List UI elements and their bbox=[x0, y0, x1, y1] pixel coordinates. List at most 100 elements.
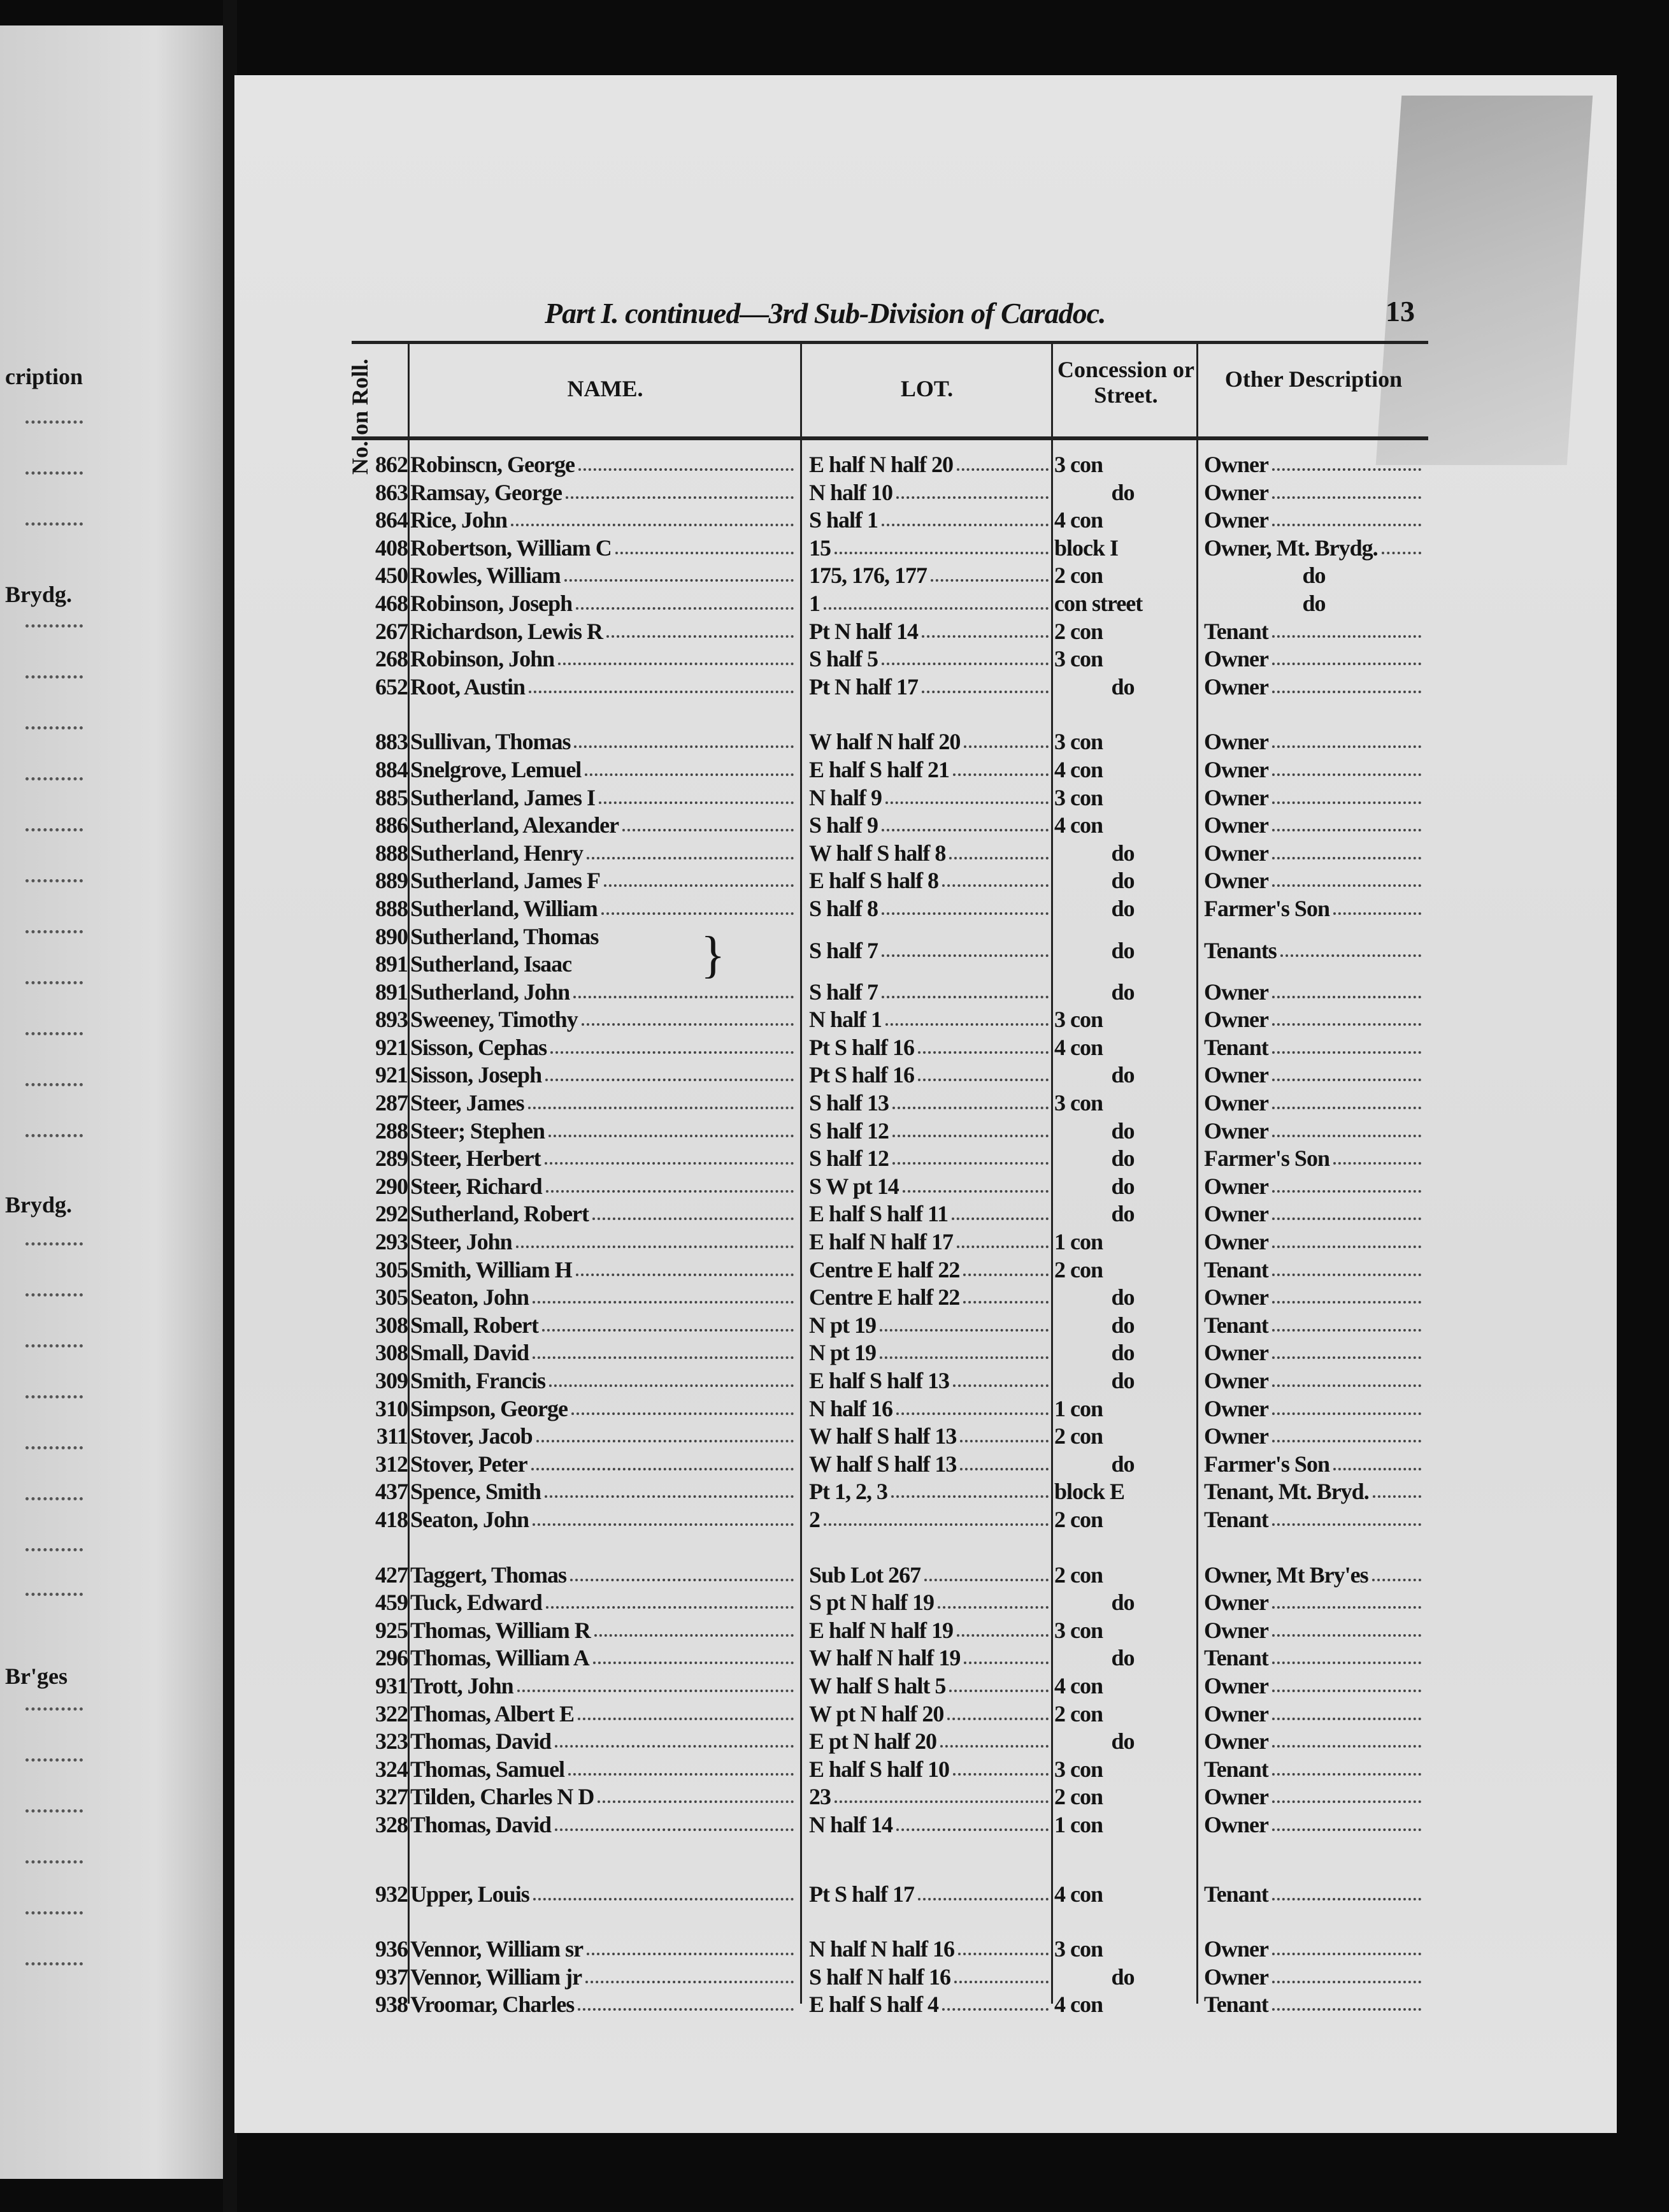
name-cell: Rice, John bbox=[410, 506, 796, 534]
dot-leader bbox=[1271, 1811, 1421, 1831]
description-cell-text: Owner bbox=[1204, 1811, 1269, 1837]
dot-leader bbox=[544, 1145, 794, 1165]
roll-number: 888 bbox=[344, 840, 408, 867]
name-cell-text: Snelgrove, Lemuel bbox=[410, 756, 582, 782]
dot-leader bbox=[949, 840, 1049, 859]
lot-cell: 23 bbox=[809, 1783, 1051, 1811]
name-cell: Rowles, William bbox=[410, 562, 796, 589]
table-row: 322 Thomas, Albert E W pt N half 20 2 con Ow… bbox=[344, 1700, 1427, 1728]
dot-leader bbox=[533, 1339, 794, 1360]
lot-cell-text: Sub Lot 267 bbox=[809, 1562, 921, 1588]
lot-cell: S half 13 bbox=[809, 1089, 1051, 1117]
dot-leader bbox=[511, 506, 794, 527]
table-row: 938 Vroomar, Charles E half S half 4 4 con T… bbox=[344, 1991, 1427, 2019]
lot-cell: W half N half 19 bbox=[809, 1644, 1051, 1672]
lot-cell: S half 8 bbox=[809, 895, 1051, 923]
lot-cell: Pt N half 14 bbox=[809, 618, 1051, 645]
roll-number: 885 bbox=[344, 784, 408, 812]
roll-number-text: 885 bbox=[375, 784, 408, 810]
dot-leader bbox=[834, 535, 1049, 554]
left-page-text: cription bbox=[5, 364, 83, 389]
table-row: 888 Sutherland, William S half 8 do Farmer's… bbox=[344, 895, 1427, 923]
description-cell: Owner bbox=[1204, 1117, 1424, 1145]
description-cell-text: Tenant bbox=[1204, 1312, 1269, 1338]
lot-cell-text: E half S half 10 bbox=[809, 1756, 950, 1782]
dot-leader bbox=[25, 1962, 83, 1965]
concession-cell: 4 con bbox=[1054, 756, 1191, 784]
concession-cell-text: do bbox=[1111, 1146, 1135, 1172]
roll-number: 305 bbox=[344, 1256, 408, 1284]
lot-cell-text: N half 16 bbox=[809, 1395, 893, 1421]
description-cell: Tenant bbox=[1204, 1034, 1424, 1061]
concession-cell: 2 con bbox=[1054, 1562, 1191, 1589]
name-cell-text: Thomas, David bbox=[410, 1728, 552, 1755]
concession-cell: do bbox=[1054, 1644, 1191, 1672]
lot-cell-text: S half 5 bbox=[809, 646, 878, 672]
name-cell-text: Smith, Francis bbox=[410, 1368, 546, 1393]
lot-cell-text: S half 7 bbox=[809, 937, 878, 963]
name-cell: Vennor, William jr bbox=[410, 1964, 796, 1991]
table-row: 936 Vennor, William sr N half N half 16 3 c… bbox=[344, 1936, 1427, 1964]
concession-cell-text: 2 con bbox=[1054, 1784, 1103, 1810]
name-cell: Steer; Stephen bbox=[410, 1117, 796, 1145]
dot-leader bbox=[834, 1783, 1049, 1804]
roll-number-text: 312 bbox=[375, 1451, 408, 1477]
dot-leader bbox=[896, 479, 1049, 499]
description-cell: Owner bbox=[1204, 1783, 1424, 1811]
lot-cell: S half 5 bbox=[809, 645, 1051, 673]
roll-number: 921 bbox=[344, 1034, 408, 1061]
lot-cell: N half 14 bbox=[809, 1811, 1051, 1839]
dot-leader bbox=[533, 1881, 794, 1900]
dot-leader bbox=[953, 1756, 1049, 1776]
name-cell: Robinson, John bbox=[410, 645, 796, 673]
concession-cell: 3 con bbox=[1054, 784, 1191, 812]
lot-cell: N pt 19 bbox=[809, 1339, 1051, 1367]
name-cell-text: Spence, Smith bbox=[410, 1479, 541, 1505]
table-row: 310 Simpson, George N half 16 1 con Owner bbox=[344, 1395, 1427, 1423]
table-row: 287 Steer, James S half 13 3 con Owner bbox=[344, 1089, 1427, 1117]
dot-leader bbox=[25, 1758, 83, 1762]
dot-leader bbox=[587, 840, 794, 859]
name-cell: Smith, William H bbox=[410, 1256, 796, 1284]
lot-cell-text: W half S half 8 bbox=[809, 840, 946, 866]
lot-cell: N half 16 bbox=[809, 1395, 1051, 1423]
name-cell: Richardson, Lewis R bbox=[410, 618, 796, 645]
concession-cell: 3 con bbox=[1054, 1617, 1191, 1644]
description-cell: Tenant bbox=[1204, 1881, 1424, 1908]
dot-leader bbox=[1381, 535, 1421, 554]
description-cell-text: Owner bbox=[1204, 1090, 1269, 1116]
name-cell-text: Steer, Richard bbox=[410, 1173, 543, 1199]
concession-cell-text: 4 con bbox=[1054, 507, 1103, 533]
description-cell: Owner bbox=[1204, 728, 1424, 756]
header-concession: Concession or Street. bbox=[1057, 357, 1194, 408]
roll-number: 305 bbox=[344, 1284, 408, 1311]
roll-number: 863 bbox=[344, 479, 408, 506]
table-row: 308 Small, Robert N pt 19 do Tenant bbox=[344, 1312, 1427, 1340]
description-cell: Tenant bbox=[1204, 1991, 1424, 2018]
description-cell: Owner bbox=[1204, 1672, 1424, 1700]
dot-leader bbox=[570, 1562, 794, 1581]
roll-number-text: 418 bbox=[375, 1506, 408, 1532]
name-cell-text: Root, Austin bbox=[410, 673, 526, 700]
description-cell: Owner bbox=[1204, 784, 1424, 812]
description-cell-text: Owner bbox=[1204, 1340, 1269, 1366]
dot-leader bbox=[571, 1395, 794, 1415]
name-cell-text: Sutherland, Thomas bbox=[410, 923, 599, 949]
name-cell: Steer, Richard bbox=[410, 1173, 796, 1200]
dot-leader bbox=[25, 1032, 83, 1035]
dot-leader bbox=[882, 506, 1049, 527]
concession-cell-text: 3 con bbox=[1054, 1090, 1103, 1116]
description-cell: Owner bbox=[1204, 1964, 1424, 1991]
name-cell-text: Rowles, William bbox=[410, 563, 561, 589]
concession-cell: 2 con bbox=[1054, 1256, 1191, 1284]
table-row: 309 Smith, Francis E half S half 13 do Owner bbox=[344, 1367, 1427, 1395]
name-cell-text: Thomas, William A bbox=[410, 1645, 590, 1671]
name-cell: Robinscn, George bbox=[410, 451, 796, 478]
name-cell-text: Steer, John bbox=[410, 1229, 513, 1255]
name-cell: Sisson, Cephas bbox=[410, 1034, 796, 1061]
name-cell-text: Sutherland, William bbox=[410, 895, 598, 921]
roll-number-text: 328 bbox=[375, 1811, 408, 1837]
lot-cell: 1 bbox=[809, 590, 1051, 617]
lot-cell-text: S pt N half 19 bbox=[809, 1590, 935, 1616]
roll-number: 309 bbox=[344, 1367, 408, 1395]
